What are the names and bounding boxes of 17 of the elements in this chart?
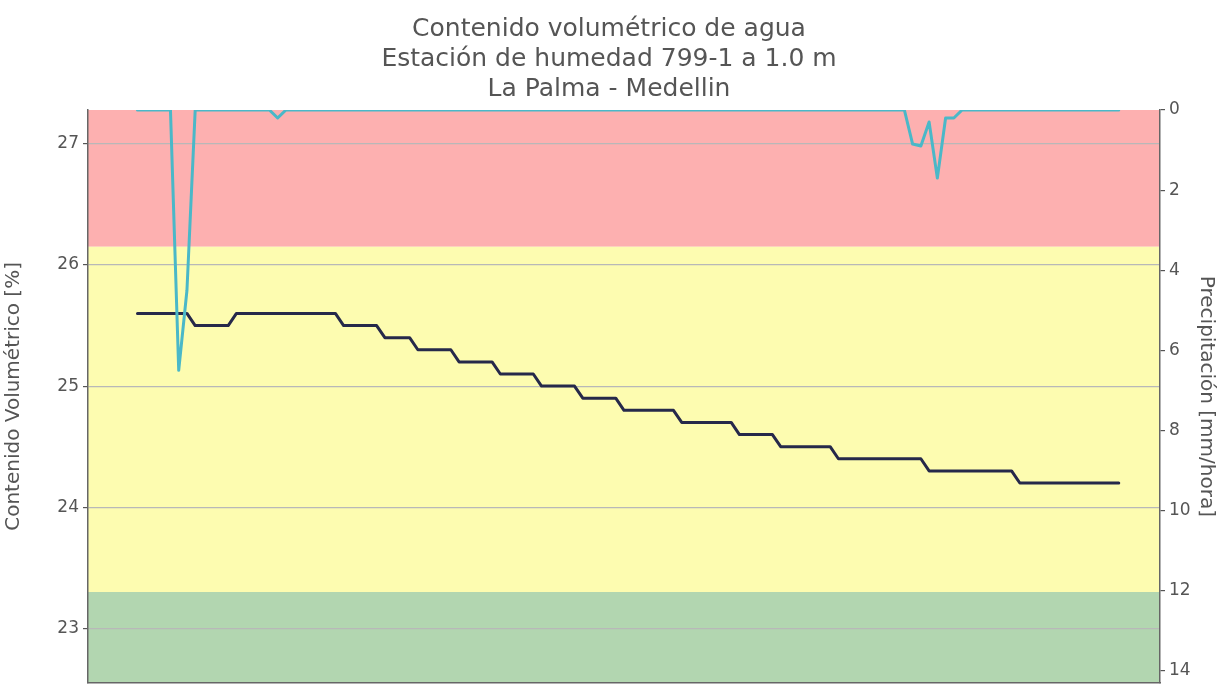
y2-tick-label: 14	[1169, 659, 1191, 680]
y2-tick-label: 12	[1169, 579, 1191, 600]
y2-tick-label: 4	[1169, 258, 1180, 279]
y2-axis-title: Precipitación [mm/hora]	[1195, 275, 1218, 518]
chart-title: Contenido volumétrico de agua	[412, 12, 806, 42]
y2-tick-label: 10	[1169, 498, 1191, 519]
y-axis-title: Contenido Volumétrico [%]	[0, 262, 25, 531]
y-tick-label: 25	[57, 374, 79, 395]
y2-tick-label: 8	[1169, 418, 1180, 439]
y-tick-label: 24	[57, 495, 79, 516]
chart-subtitle: Estación de humedad 799-1 a 1.0 m La Palma - Medellin	[381, 42, 837, 102]
y2-tick-label: 2	[1169, 178, 1180, 199]
y-tick-label: 26	[57, 253, 79, 274]
y2-tick-label: 6	[1169, 338, 1180, 359]
y2-tick-label: 0	[1169, 98, 1180, 119]
y-tick-label: 23	[57, 616, 79, 637]
y-tick-label: 27	[57, 132, 79, 153]
